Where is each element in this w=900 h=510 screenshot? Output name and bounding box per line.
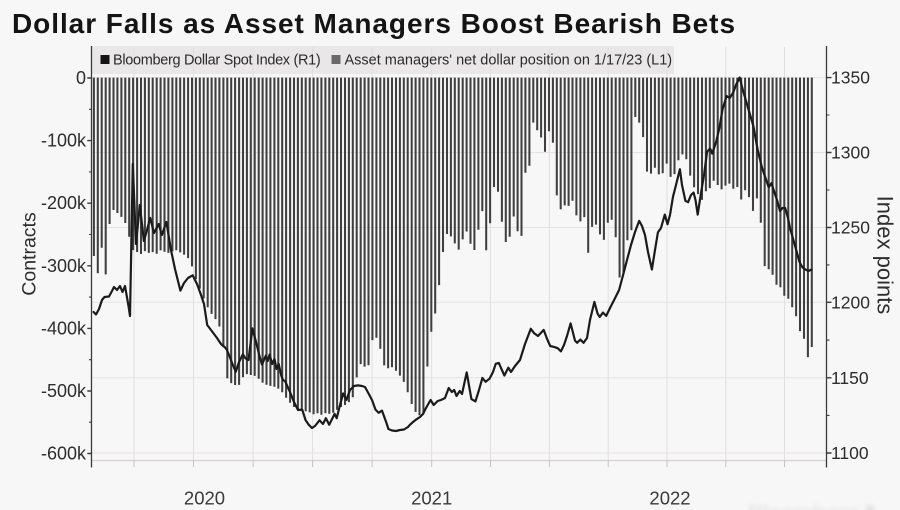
svg-text:-500k: -500k [41,381,87,401]
svg-text:1150: 1150 [831,368,869,388]
svg-text:1300: 1300 [831,143,870,163]
svg-text:Contracts: Contracts [19,212,41,296]
svg-text:1350: 1350 [831,68,870,88]
svg-text:2021: 2021 [411,488,452,509]
svg-text:Bloomberg Dollar Spot Index (R: Bloomberg Dollar Spot Index (R1) [113,53,320,69]
svg-text:-600k: -600k [41,444,87,464]
svg-text:2020: 2020 [184,488,225,509]
svg-text:1250: 1250 [831,218,870,238]
svg-text:Index points: Index points [873,196,898,315]
svg-text:-200k: -200k [41,193,87,213]
svg-text:▮: ▮ [864,501,876,510]
svg-text:Bloomberg: Bloomberg [748,500,859,510]
svg-text:-300k: -300k [41,256,87,276]
svg-text:Asset managers' net dollar pos: Asset managers' net dollar position on 1… [345,53,673,69]
svg-text:1100: 1100 [831,443,869,463]
svg-text:-400k: -400k [41,318,87,338]
svg-text:2022: 2022 [649,488,690,509]
svg-text:0: 0 [76,68,86,88]
svg-text:1200: 1200 [831,292,870,312]
svg-text:-100k: -100k [41,131,87,151]
